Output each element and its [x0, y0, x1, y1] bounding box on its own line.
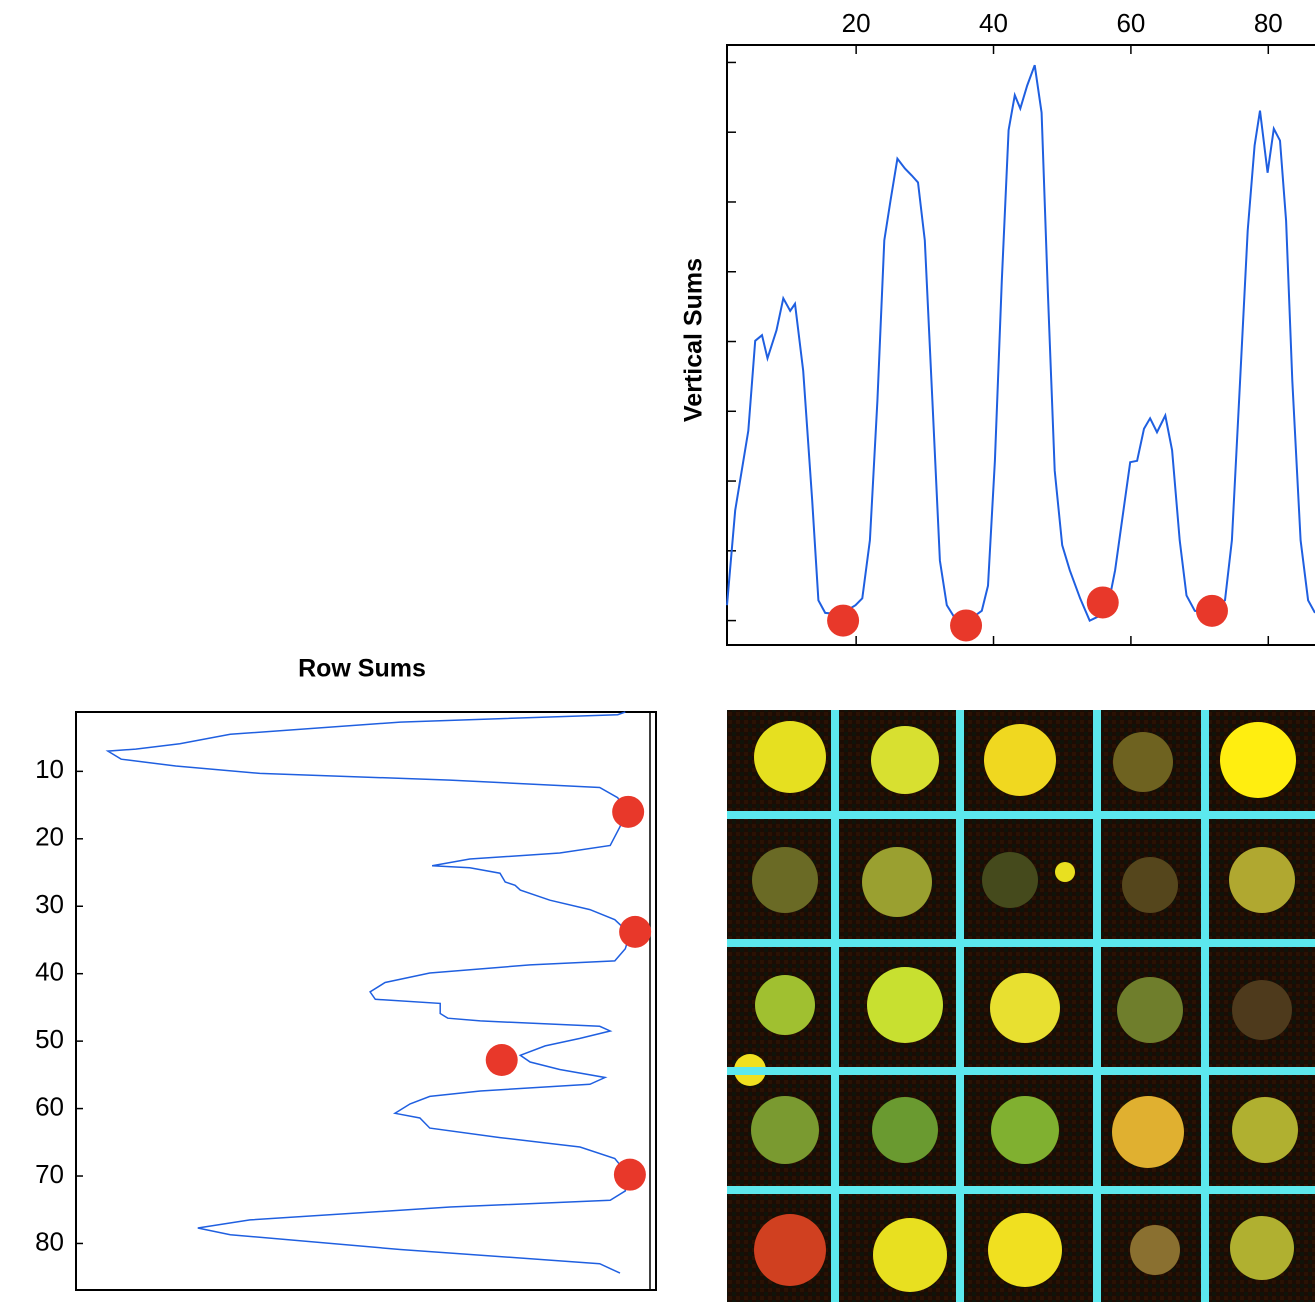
spot — [1229, 847, 1295, 913]
y-tick-label: 10 — [35, 754, 64, 784]
spot — [755, 975, 815, 1035]
spot — [1122, 857, 1178, 913]
peak-marker — [950, 609, 983, 642]
data-line — [105, 711, 631, 1274]
spot — [871, 726, 939, 794]
peak-marker — [827, 604, 860, 637]
peak-marker — [485, 1044, 518, 1077]
y-tick-label: 40 — [35, 957, 64, 987]
spot — [988, 1213, 1062, 1287]
y-tick-label: 80 — [35, 1226, 64, 1256]
spot — [1112, 1096, 1184, 1168]
plot-frame — [726, 44, 1315, 646]
y-tick-label: 50 — [35, 1024, 64, 1054]
y-axis-label: Vertical Sums — [680, 258, 708, 422]
spot — [1117, 977, 1183, 1043]
spot — [862, 847, 932, 917]
y-tick-label: 70 — [35, 1159, 64, 1189]
peak-marker — [613, 1158, 646, 1191]
spot — [1232, 980, 1292, 1040]
plot-frame — [75, 711, 657, 1291]
spots — [734, 721, 1298, 1292]
spot — [873, 1218, 947, 1292]
spot — [982, 852, 1038, 908]
x-tick-label: 60 — [1116, 8, 1145, 38]
chart-title: Row Sums — [298, 655, 426, 683]
spot — [990, 973, 1060, 1043]
x-tick-label: 20 — [842, 8, 871, 38]
spot — [752, 847, 818, 913]
spot — [754, 721, 826, 793]
microarray-image — [727, 710, 1315, 1302]
y-tick-label: 30 — [35, 889, 64, 919]
x-tick-label: 40 — [979, 8, 1008, 38]
spot — [754, 1214, 826, 1286]
data-line — [726, 64, 1315, 622]
spot — [1130, 1225, 1180, 1275]
peak-marker — [1195, 594, 1228, 627]
y-tick-label: 20 — [35, 822, 64, 852]
spot — [1232, 1097, 1298, 1163]
peak-marker — [612, 795, 645, 828]
spot — [867, 967, 943, 1043]
spot — [872, 1097, 938, 1163]
peak-marker — [619, 915, 652, 948]
spot — [1055, 862, 1075, 882]
x-tick-label: 80 — [1254, 8, 1283, 38]
peak-marker — [1086, 586, 1119, 619]
spot — [751, 1096, 819, 1164]
y-tick-label: 60 — [35, 1091, 64, 1121]
spot — [991, 1096, 1059, 1164]
spot — [984, 724, 1056, 796]
spot — [1113, 732, 1173, 792]
spot — [1220, 722, 1296, 798]
grid-overlay — [727, 710, 1315, 1302]
spot — [1230, 1216, 1294, 1280]
